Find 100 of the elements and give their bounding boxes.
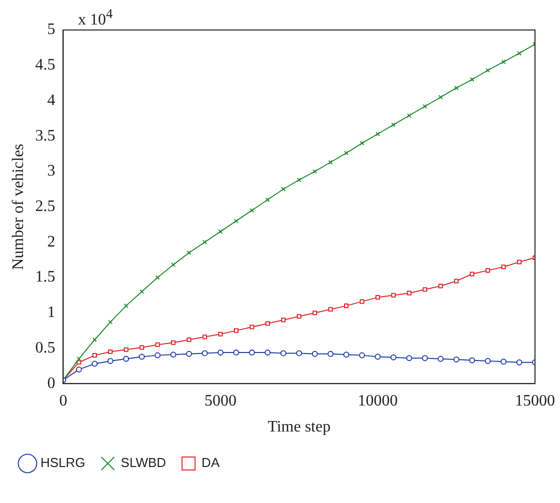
point <box>234 218 238 224</box>
point <box>422 287 428 292</box>
point <box>281 318 286 322</box>
point <box>250 324 254 330</box>
x-tick-label: 0 <box>59 392 68 410</box>
point <box>264 349 271 356</box>
point <box>171 262 176 268</box>
point <box>108 320 113 324</box>
point <box>218 229 223 234</box>
point <box>218 332 223 336</box>
point <box>359 352 366 358</box>
point <box>248 349 255 356</box>
point <box>186 337 192 342</box>
point <box>375 132 380 136</box>
point <box>391 122 396 128</box>
point <box>140 289 144 294</box>
point <box>108 350 113 354</box>
point <box>486 268 490 273</box>
point <box>171 340 176 345</box>
point <box>124 347 128 352</box>
point <box>453 356 460 363</box>
point <box>138 354 145 360</box>
point <box>76 356 82 362</box>
point <box>517 51 522 56</box>
text: x 10$^{4}$ <box>78 6 113 30</box>
point <box>107 358 114 364</box>
point <box>76 366 82 372</box>
point <box>155 275 160 280</box>
point <box>422 104 428 109</box>
point <box>484 358 491 364</box>
point <box>406 355 412 362</box>
point <box>517 260 522 264</box>
point <box>265 197 270 202</box>
point <box>124 304 128 308</box>
point <box>265 321 270 326</box>
point <box>501 264 506 270</box>
point <box>438 284 443 288</box>
point <box>391 292 396 298</box>
point <box>470 77 474 82</box>
point <box>328 307 333 312</box>
point <box>454 86 459 90</box>
point <box>280 350 286 356</box>
point <box>469 357 476 364</box>
point <box>296 178 302 182</box>
point <box>516 359 522 366</box>
point <box>312 169 318 174</box>
point <box>281 186 286 192</box>
point <box>186 350 192 357</box>
point <box>233 349 240 356</box>
point <box>374 354 381 360</box>
point <box>360 140 364 146</box>
y-tick-label: 4.5 <box>35 56 56 74</box>
point <box>123 356 130 362</box>
x-tick-label: 15000 <box>515 392 555 410</box>
x-tick-label: 10000 <box>358 392 398 410</box>
point <box>92 360 98 367</box>
y-tick-label: 1 <box>47 304 56 322</box>
legend-label: SLWBD <box>120 455 166 470</box>
point <box>375 295 380 300</box>
point <box>186 250 192 256</box>
point <box>438 356 444 362</box>
x-axis-title: Time step <box>268 418 331 436</box>
point <box>406 290 412 296</box>
y-tick-label: 5 <box>47 21 56 38</box>
x-tick-label: 5000 <box>204 392 236 410</box>
point <box>92 337 97 342</box>
point <box>202 240 208 244</box>
y-tick-label: 2.5 <box>35 198 56 216</box>
point <box>486 68 490 73</box>
point <box>170 352 176 358</box>
point <box>92 353 97 358</box>
point <box>406 113 412 118</box>
y-tick-label: 1.5 <box>35 268 56 286</box>
point <box>500 358 507 365</box>
point <box>140 345 144 350</box>
point <box>344 150 349 156</box>
y-tick-label: 2 <box>47 233 56 250</box>
point <box>234 328 238 333</box>
point <box>312 310 318 316</box>
y-axis-title: Number of vehicles <box>10 144 27 270</box>
point <box>343 352 350 358</box>
point <box>154 352 161 358</box>
y-tick-label: 4 <box>47 92 56 109</box>
y-tick-label: 3.5 <box>35 127 56 144</box>
point <box>344 304 349 308</box>
point <box>328 160 333 165</box>
point <box>390 354 396 360</box>
point <box>250 208 254 213</box>
y-tick-label: 0.5 <box>35 339 56 356</box>
point <box>155 342 160 347</box>
point <box>296 314 302 319</box>
point <box>470 272 474 276</box>
point <box>454 278 459 284</box>
point <box>202 350 208 356</box>
point <box>328 350 334 357</box>
y-tick-label: 0 <box>47 374 56 392</box>
point <box>422 355 428 362</box>
legend-label: DA <box>202 455 220 470</box>
point <box>217 349 224 356</box>
point <box>360 299 364 304</box>
